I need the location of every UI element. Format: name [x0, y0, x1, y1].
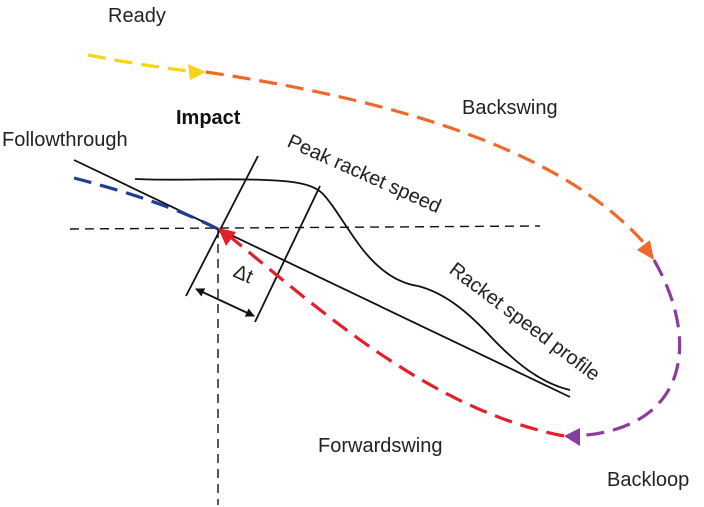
followthrough-path — [73, 176, 219, 231]
label-peak-speed: Peak racket speed — [284, 130, 444, 217]
speed-profile-curve — [134, 178, 571, 391]
delta-t-arrow — [195, 288, 255, 317]
label-ready: Ready — [108, 5, 166, 27]
backswing-path — [205, 70, 652, 252]
label-delta-t: Δt — [230, 260, 257, 288]
ready-path — [87, 53, 199, 74]
ready-arrowhead — [188, 64, 206, 80]
label-followthrough: Followthrough — [2, 129, 128, 151]
racket-path-line — [73, 159, 571, 398]
label-impact: Impact — [176, 107, 241, 129]
backloop-path — [574, 259, 682, 438]
label-backloop: Backloop — [607, 469, 689, 491]
forwardswing-path — [226, 233, 565, 438]
backswing-arrowhead — [637, 240, 654, 260]
label-backswing: Backswing — [462, 97, 558, 119]
peak-speed-line — [254, 185, 321, 323]
horizontal-reference-line — [69, 225, 541, 230]
forwardswing-arrowhead — [218, 228, 236, 246]
backloop-arrowhead — [564, 428, 580, 446]
label-forwardswing: Forwardswing — [318, 435, 442, 457]
